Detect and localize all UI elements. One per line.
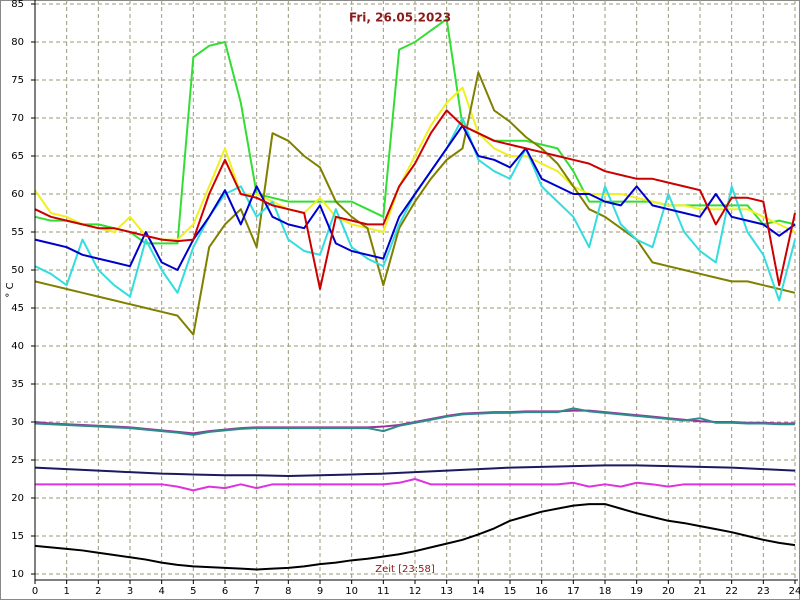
x-tick-label: 9: [317, 586, 323, 597]
series-line: [34, 124, 796, 271]
x-tick-label: 14: [472, 586, 485, 597]
y-tick-label: 75: [11, 75, 24, 86]
x-tick-label: 20: [662, 586, 675, 597]
x-tick-label: 0: [32, 586, 38, 597]
y-axis-label: ° C: [5, 282, 16, 297]
x-tick-label: 21: [694, 586, 707, 597]
lines: [34, 18, 796, 571]
series-line: [34, 464, 796, 477]
y-tick-label: 55: [11, 227, 24, 238]
y-tick-label: 40: [11, 341, 24, 352]
series-line: [34, 407, 795, 436]
series-line: [34, 109, 796, 290]
x-tick-label: 23: [757, 586, 770, 597]
y-tick-label: 60: [11, 189, 24, 200]
x-tick-label: 16: [535, 586, 548, 597]
series-line: [34, 71, 796, 336]
y-tick-label: 10: [11, 569, 24, 580]
y-tick-label: 25: [11, 455, 24, 466]
x-tick-label: 5: [190, 586, 196, 597]
series-line: [34, 503, 796, 571]
x-tick-label: 1: [63, 586, 69, 597]
x-tick-label: 12: [409, 586, 422, 597]
x-tick-label: 6: [222, 586, 228, 597]
x-tick-label: 4: [158, 586, 164, 597]
y-tick-label: 15: [11, 531, 24, 542]
x-tick-label: 17: [567, 586, 580, 597]
x-tick-label: 24: [789, 586, 800, 597]
y-tick-label: 70: [11, 113, 24, 124]
y-tick-label: 65: [11, 151, 24, 162]
x-tick-label: 7: [253, 586, 259, 597]
y-tick-label: 20: [11, 493, 24, 504]
y-tick-label: 50: [11, 265, 24, 276]
y-tick-label: 80: [11, 37, 24, 48]
x-tick-label: 2: [95, 586, 101, 597]
y-tick-label: 35: [11, 379, 24, 390]
x-tick-label: 13: [440, 586, 453, 597]
x-tick-label: 18: [599, 586, 612, 597]
series-line: [35, 478, 795, 492]
x-tick-label: 15: [504, 586, 517, 597]
x-tick-label: 3: [127, 586, 133, 597]
x-tick-label: 10: [345, 586, 358, 597]
y-tick-label: 30: [11, 417, 24, 428]
x-tick-label: 22: [725, 586, 738, 597]
x-tick-label: 19: [630, 586, 643, 597]
y-tick-label: 45: [11, 303, 24, 314]
x-tick-label: 11: [377, 586, 390, 597]
y-tick-label: 85: [11, 0, 24, 10]
chart-title: Fri, 26.05.2023: [349, 11, 451, 25]
x-tick-label: 8: [285, 586, 291, 597]
x-axis-label: Zeit [23:58]: [375, 564, 435, 575]
